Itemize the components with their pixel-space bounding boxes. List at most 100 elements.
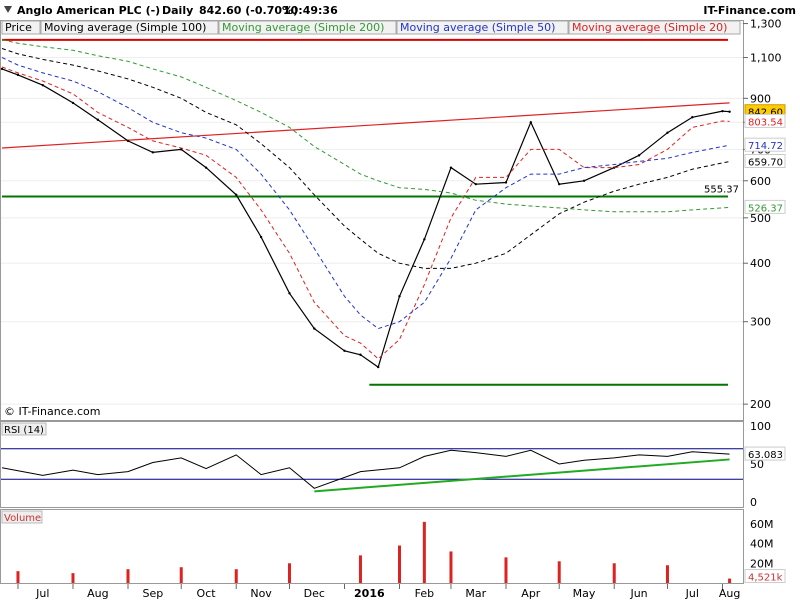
price-tick-label: 300 <box>750 316 771 329</box>
time-tick-label: Dec <box>304 587 325 600</box>
rsi-panel <box>0 421 744 508</box>
volume-tick-label: 20M <box>750 557 774 570</box>
rsi-value-box <box>744 446 786 461</box>
price-point <box>96 118 100 121</box>
price-point <box>504 181 508 184</box>
price-point <box>259 235 263 239</box>
value-label: 659.70 <box>748 157 783 168</box>
series-line <box>1 66 730 360</box>
volume-bar <box>358 555 362 583</box>
last-price: 842.60 (-0.70%) <box>199 4 298 17</box>
legend-label: Price <box>5 21 32 34</box>
timestamp: 10:49:36 <box>283 4 338 17</box>
rsi-tick-label: 50 <box>750 458 764 471</box>
price-point <box>691 116 694 119</box>
price-tick-label: 200 <box>750 398 771 411</box>
price-point <box>398 295 401 298</box>
volume-bar <box>422 521 426 583</box>
price-tick-label: 600 <box>750 175 771 188</box>
copyright-label: © IT-Finance.com <box>4 405 101 418</box>
price-point <box>721 109 724 113</box>
price-panel <box>0 20 744 421</box>
volume-bar <box>398 545 402 583</box>
price-point <box>474 182 478 186</box>
time-tick-label: Aug <box>719 587 740 600</box>
volume-bar <box>179 567 183 583</box>
volume-bar <box>665 565 669 583</box>
period-label: Daily <box>162 4 193 17</box>
time-tick-label: 2016 <box>354 587 385 600</box>
price-tick-label: 900 <box>750 92 771 105</box>
price-point <box>377 365 380 369</box>
price-point <box>728 110 731 113</box>
price-point <box>235 193 238 196</box>
legend-label: Moving average (Simple 50) <box>400 21 555 34</box>
time-tick-label: Nov <box>250 587 272 600</box>
rsi-tick-label: 0 <box>750 496 757 509</box>
legend-item[interactable] <box>568 20 741 35</box>
volume-bar <box>126 569 130 583</box>
value-label-box <box>744 137 786 152</box>
price-point <box>313 327 316 330</box>
price-point <box>449 166 453 169</box>
rsi-value-label: 63.083 <box>748 450 783 461</box>
time-tick-label: Sep <box>142 587 163 600</box>
value-label-box <box>744 153 786 168</box>
value-label-box <box>744 113 786 128</box>
volume-panel <box>0 509 744 584</box>
volume-tick-label: 60M <box>750 518 774 531</box>
volume-tick-label: 40M <box>750 538 774 551</box>
collapse-triangle-icon[interactable] <box>4 6 12 13</box>
volume-title-box <box>1 510 43 524</box>
support-value-label: 555.37 <box>704 184 739 195</box>
legend-label: Moving average (Simple 200) <box>222 21 384 34</box>
time-tick-label: Aug <box>87 587 108 600</box>
volume-bar <box>557 561 561 583</box>
volume-bar <box>287 563 291 583</box>
price-axis: 1,3001,100900800700600500400300200842.60… <box>743 18 786 411</box>
value-label: 842.60 <box>748 108 783 119</box>
legend-item[interactable] <box>396 20 569 35</box>
time-tick-label: Jul <box>35 587 49 600</box>
time-tick-label: Apr <box>521 587 541 600</box>
time-tick-label: Jul <box>685 587 699 600</box>
price-point <box>666 131 669 134</box>
brand-label: IT-Finance.com <box>703 4 796 17</box>
time-tick-label: Jun <box>629 587 647 600</box>
price-point <box>423 238 426 241</box>
legend-item[interactable] <box>218 20 397 35</box>
price-tick-label: 1,100 <box>750 52 782 65</box>
price-point <box>582 179 586 182</box>
value-label: 526.37 <box>748 203 783 214</box>
legend-item[interactable] <box>1 20 41 35</box>
price-point <box>204 166 208 169</box>
series-line <box>1 68 730 369</box>
rsi-line <box>1 449 730 489</box>
value-label-box <box>744 199 786 214</box>
series-line <box>1 39 730 213</box>
price-tick-label: 400 <box>750 257 771 270</box>
volume-title: Volume <box>4 513 41 524</box>
price-point <box>16 73 20 77</box>
price-point <box>359 353 362 356</box>
rsi-trendline <box>314 458 730 493</box>
price-point <box>126 139 130 143</box>
time-tick-label: May <box>573 587 596 600</box>
rsi-area: RSI (14) 100 50 0 63.083 <box>1 420 786 509</box>
time-tick-label: Feb <box>415 587 434 600</box>
price-point <box>558 182 561 186</box>
volume-bar <box>728 578 732 583</box>
time-axis: Jul Aug Sep Oct Nov Dec 2016 Feb Mar Apr May Jun Jul… <box>17 584 740 600</box>
price-trendline <box>1 102 730 149</box>
legend-item[interactable] <box>40 20 219 35</box>
time-tick-label: Mar <box>465 587 486 600</box>
volume-bar <box>234 569 238 583</box>
rsi-tick-label: 100 <box>750 420 771 433</box>
price-tick-label: 1,300 <box>750 18 782 31</box>
legend-label: Moving average (Simple 20) <box>572 21 727 34</box>
rsi-title: RSI (14) <box>4 425 44 436</box>
rsi-title-box <box>1 422 47 436</box>
volume-bar <box>504 557 508 583</box>
series-line <box>1 57 730 330</box>
